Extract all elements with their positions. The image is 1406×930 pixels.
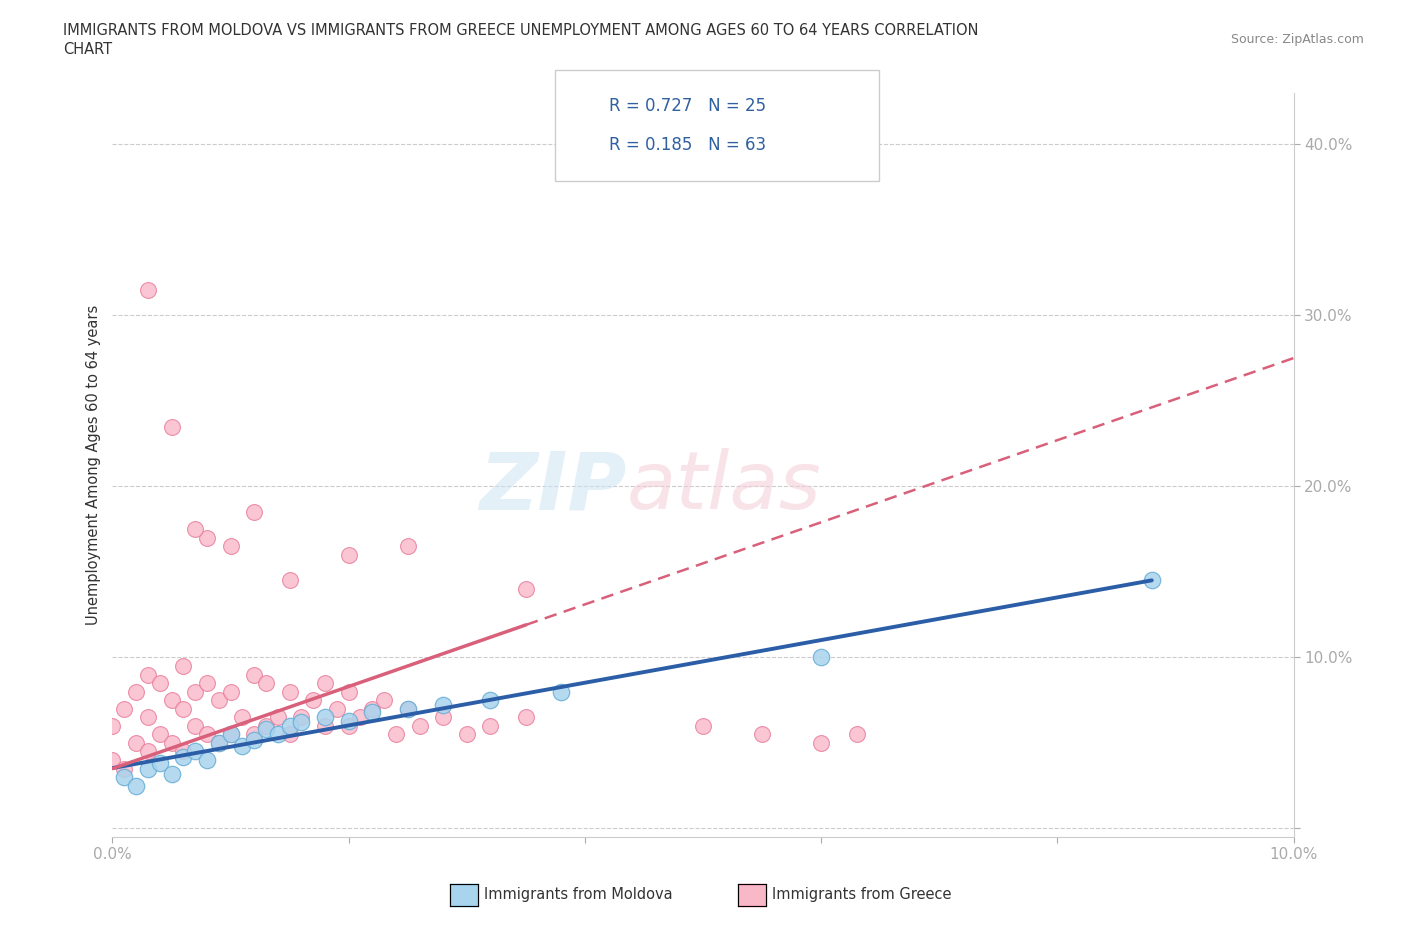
Point <box>515 710 537 724</box>
Point <box>172 658 194 673</box>
Point <box>845 727 868 742</box>
Point <box>195 530 218 545</box>
Point <box>195 675 218 690</box>
Point <box>219 727 242 742</box>
Text: atlas: atlas <box>626 448 821 526</box>
Point <box>149 727 172 742</box>
Point <box>337 548 360 563</box>
Point <box>195 752 218 767</box>
Point <box>149 675 172 690</box>
Point <box>184 522 207 537</box>
Y-axis label: Unemployment Among Ages 60 to 64 years: Unemployment Among Ages 60 to 64 years <box>86 305 101 625</box>
Point <box>136 761 159 776</box>
Point <box>326 701 349 716</box>
Point <box>231 739 253 754</box>
Point <box>479 718 502 733</box>
Point <box>396 701 419 716</box>
Point <box>208 736 231 751</box>
Point <box>101 752 124 767</box>
Point <box>385 727 408 742</box>
Point <box>278 684 301 699</box>
Point <box>243 505 266 520</box>
Point <box>231 710 253 724</box>
Point <box>172 701 194 716</box>
Point <box>136 282 159 297</box>
Point <box>550 684 572 699</box>
Point <box>751 727 773 742</box>
Text: Immigrants from Greece: Immigrants from Greece <box>772 887 952 902</box>
Point <box>373 693 395 708</box>
Point <box>396 538 419 553</box>
Point <box>125 684 148 699</box>
Point <box>267 710 290 724</box>
Point <box>208 693 231 708</box>
Point <box>810 736 832 751</box>
Point <box>136 710 159 724</box>
Point <box>184 718 207 733</box>
Point <box>243 667 266 682</box>
Point <box>290 710 312 724</box>
Point <box>1140 573 1163 588</box>
Point <box>278 727 301 742</box>
Point <box>408 718 430 733</box>
Point <box>160 766 183 781</box>
Point <box>219 538 242 553</box>
Point <box>112 770 135 785</box>
Text: ZIP: ZIP <box>479 448 626 526</box>
Point <box>278 573 301 588</box>
Point <box>172 744 194 759</box>
Point <box>515 581 537 596</box>
Point <box>254 675 277 690</box>
Point <box>172 750 194 764</box>
Point <box>219 684 242 699</box>
Point <box>361 701 384 716</box>
Point <box>160 736 183 751</box>
Point <box>278 718 301 733</box>
Point <box>125 736 148 751</box>
Point <box>208 736 231 751</box>
Point <box>219 727 242 742</box>
Point <box>160 419 183 434</box>
Point <box>361 705 384 720</box>
Text: Immigrants from Moldova: Immigrants from Moldova <box>484 887 672 902</box>
Point <box>396 701 419 716</box>
Point <box>101 718 124 733</box>
Point <box>314 710 336 724</box>
Point <box>243 732 266 747</box>
Point <box>290 715 312 730</box>
Point <box>254 722 277 737</box>
Point <box>243 727 266 742</box>
Point <box>254 718 277 733</box>
Text: R = 0.185   N = 63: R = 0.185 N = 63 <box>609 136 766 154</box>
Point <box>314 675 336 690</box>
Point <box>136 667 159 682</box>
Point <box>195 727 218 742</box>
Point <box>432 698 454 712</box>
Point <box>136 744 159 759</box>
Point <box>337 713 360 728</box>
Point <box>149 756 172 771</box>
Point <box>456 727 478 742</box>
Point <box>112 761 135 776</box>
Point <box>125 778 148 793</box>
Point <box>337 718 360 733</box>
Point <box>184 744 207 759</box>
Text: Source: ZipAtlas.com: Source: ZipAtlas.com <box>1230 33 1364 46</box>
Point <box>302 693 325 708</box>
Text: IMMIGRANTS FROM MOLDOVA VS IMMIGRANTS FROM GREECE UNEMPLOYMENT AMONG AGES 60 TO : IMMIGRANTS FROM MOLDOVA VS IMMIGRANTS FR… <box>63 23 979 38</box>
Point <box>692 718 714 733</box>
Point <box>184 684 207 699</box>
Point <box>314 718 336 733</box>
Point <box>479 693 502 708</box>
Point <box>432 710 454 724</box>
Point <box>112 701 135 716</box>
Text: R = 0.727   N = 25: R = 0.727 N = 25 <box>609 97 766 115</box>
Point <box>349 710 371 724</box>
Point <box>267 727 290 742</box>
Point <box>337 684 360 699</box>
Text: CHART: CHART <box>63 42 112 57</box>
Point <box>810 650 832 665</box>
Point <box>160 693 183 708</box>
